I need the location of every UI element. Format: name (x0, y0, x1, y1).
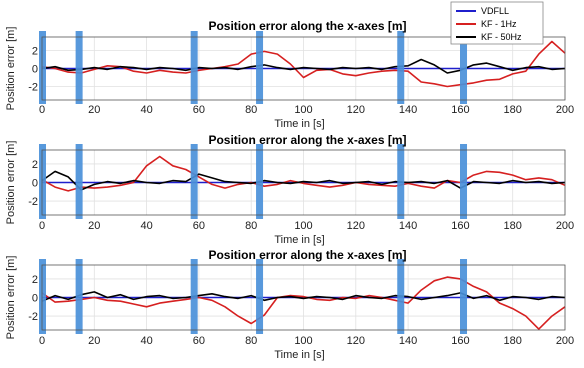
chart-title: Position error along the x-axes [m] (208, 19, 406, 33)
x-tick-label: 140 (399, 335, 417, 347)
event-marker (460, 31, 468, 104)
y-tick-label: 2 (32, 46, 38, 58)
chart-title: Position error along the x-axes [m] (208, 248, 406, 262)
x-tick-label: 0 (39, 220, 45, 232)
chart-panel-3: 20-20 20 40 60 80 100 120 140 160 180 200Position … (5, 248, 574, 361)
series-line-kf-1hz (41, 40, 566, 88)
x-tick-label: 40 (140, 220, 152, 232)
y-tick-label: -2 (28, 196, 38, 208)
axes-box (41, 264, 566, 331)
x-axis-label: Time in [s] (274, 234, 324, 246)
event-marker (190, 31, 198, 104)
event-marker (256, 144, 264, 219)
x-tick-label: 120 (347, 220, 365, 232)
x-tick-label: 200 (556, 104, 574, 116)
x-tick-label: 80 (245, 335, 257, 347)
x-tick-label: 80 (245, 104, 257, 116)
chart-panel-2: 20-20 20 40 60 80 100 120 140 160 180 200Position … (5, 133, 574, 246)
y-tick-label: -2 (28, 82, 38, 94)
event-marker (39, 259, 46, 334)
y-tick-label: 0 (32, 293, 38, 305)
event-marker (39, 144, 46, 219)
x-tick-label: 140 (399, 220, 417, 232)
y-tick-label: 0 (32, 178, 38, 190)
event-marker (75, 144, 83, 219)
axes-box (41, 36, 566, 101)
x-tick-label: 200 (556, 335, 574, 347)
x-tick-label: 180 (504, 104, 522, 116)
x-tick-label: 200 (556, 220, 574, 232)
x-tick-label: 160 (451, 220, 469, 232)
x-tick-label: 60 (193, 104, 205, 116)
x-tick-label: 180 (504, 220, 522, 232)
x-tick-label: 160 (451, 335, 469, 347)
event-marker (460, 259, 468, 334)
x-tick-label: 160 (451, 104, 469, 116)
event-marker (75, 259, 83, 334)
legend-entry: KF - 50Hz (481, 32, 522, 42)
y-tick-label: 2 (32, 274, 38, 286)
y-tick-label: -2 (28, 311, 38, 323)
y-axis-label: Position error [m] (5, 27, 17, 111)
x-tick-label: 60 (193, 220, 205, 232)
legend: VDFLL KF - 1Hz KF - 50Hz (450, 1, 544, 45)
x-tick-label: 0 (39, 335, 45, 347)
series-line-kf-1hz (41, 276, 566, 330)
x-tick-label: 40 (140, 335, 152, 347)
series-line-kf-1hz (41, 155, 566, 192)
x-tick-label: 0 (39, 104, 45, 116)
event-marker (460, 144, 468, 219)
x-tick-label: 120 (347, 335, 365, 347)
y-tick-label: 0 (32, 64, 38, 76)
event-marker (397, 144, 405, 219)
y-axis-label: Position error [m] (5, 256, 17, 340)
x-axis-label: Time in [s] (274, 118, 324, 130)
event-marker (256, 31, 264, 104)
chart-panel-1: 20-20 20 40 60 80 100 120 140 160 180 200Position … (5, 19, 574, 130)
y-axis-label: Position error [m] (5, 141, 17, 225)
axes-box (41, 149, 566, 216)
x-tick-label: 100 (294, 335, 312, 347)
x-tick-label: 140 (399, 104, 417, 116)
series-line-kf-50hz (41, 291, 566, 302)
x-tick-label: 80 (245, 220, 257, 232)
x-tick-label: 100 (294, 104, 312, 116)
event-marker (190, 144, 198, 219)
chart-title: Position error along the x-axes [m] (208, 133, 406, 147)
x-tick-label: 120 (347, 104, 365, 116)
event-marker (75, 31, 83, 104)
event-marker (256, 259, 264, 334)
event-marker (190, 259, 198, 334)
x-tick-label: 20 (88, 220, 100, 232)
event-marker (397, 259, 405, 334)
legend-entry: VDFLL (481, 6, 509, 16)
legend-entry: KF - 1Hz (481, 19, 517, 29)
event-marker (39, 31, 46, 104)
x-tick-label: 180 (504, 335, 522, 347)
y-tick-label: 2 (32, 159, 38, 171)
x-tick-label: 20 (88, 335, 100, 347)
x-tick-label: 60 (193, 335, 205, 347)
x-tick-label: 40 (140, 104, 152, 116)
x-tick-label: 20 (88, 104, 100, 116)
series-line-kf-50hz (41, 170, 566, 191)
event-marker (397, 31, 405, 104)
x-axis-label: Time in [s] (274, 349, 324, 361)
x-tick-label: 100 (294, 220, 312, 232)
series-line-kf-50hz (41, 58, 566, 74)
